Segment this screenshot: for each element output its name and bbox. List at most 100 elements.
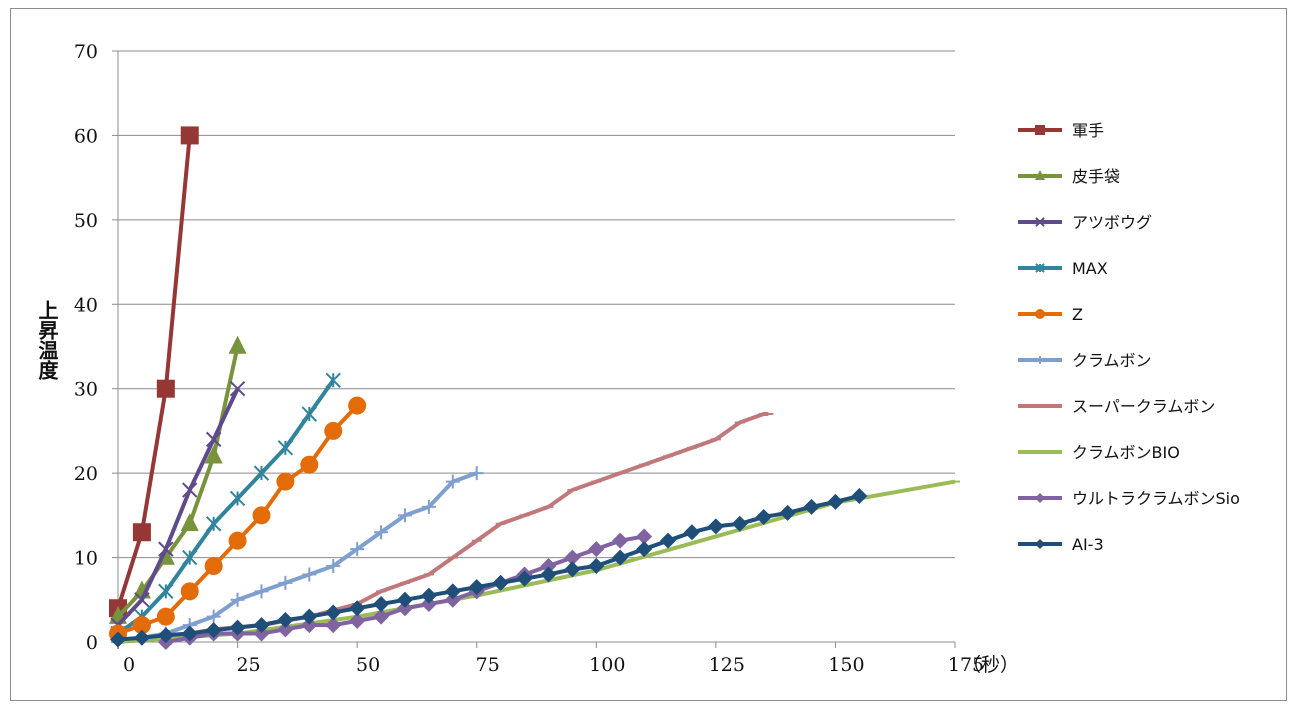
data-point — [636, 541, 653, 558]
series-line — [116, 387, 240, 627]
data-point — [564, 549, 581, 566]
data-point — [421, 499, 436, 514]
legend-label: Z — [1072, 305, 1083, 324]
data-point — [1035, 125, 1045, 135]
data-point — [228, 531, 247, 550]
x-tick-label: 50 — [356, 654, 380, 676]
legend-item: ウルトラクラムボンSio — [1018, 489, 1240, 508]
data-point — [444, 591, 461, 608]
data-point — [803, 498, 820, 515]
data-point — [301, 608, 318, 625]
x-tick-label: 150 — [828, 654, 864, 676]
data-point — [396, 591, 413, 608]
data-point — [133, 629, 150, 646]
data-point — [205, 516, 222, 532]
data-point — [468, 579, 485, 596]
data-point — [516, 570, 533, 587]
series-2 — [109, 335, 247, 624]
data-point — [110, 631, 126, 648]
legend-label: クラムボン — [1072, 351, 1152, 370]
data-point — [205, 622, 222, 639]
chart-frame — [10, 8, 1287, 701]
x-tick-label: 0 — [123, 654, 135, 676]
data-point — [350, 542, 365, 557]
data-point — [132, 523, 151, 542]
data-point — [851, 487, 868, 504]
data-point — [206, 609, 221, 624]
data-point — [636, 528, 653, 545]
series-1 — [109, 126, 199, 618]
data-point — [230, 592, 245, 607]
data-point — [564, 561, 581, 578]
data-point — [254, 584, 269, 599]
data-point — [755, 509, 772, 526]
y-axis-label: 上昇温度 — [35, 300, 59, 381]
data-point — [253, 617, 270, 634]
y-tick-label: 50 — [74, 210, 98, 232]
data-point — [660, 532, 677, 549]
data-point — [300, 455, 319, 474]
legend-label: スーパークラムボン — [1072, 397, 1215, 416]
series-10 — [110, 487, 868, 648]
x-tick-label: 75 — [476, 654, 500, 676]
data-point — [373, 608, 390, 625]
data-point — [229, 490, 246, 507]
data-point — [373, 596, 390, 613]
x-tick-label: 25 — [236, 654, 260, 676]
data-point — [276, 472, 295, 491]
data-point — [469, 466, 484, 481]
x-axis-unit-label: （秒） — [962, 654, 1019, 676]
data-point — [277, 612, 294, 629]
legend-label: 皮手袋 — [1072, 167, 1120, 186]
data-point — [302, 567, 317, 582]
data-point — [157, 627, 174, 644]
data-point — [420, 587, 437, 604]
x-tick-label: 125 — [709, 654, 745, 676]
data-point — [180, 582, 199, 601]
y-tick-label: 70 — [74, 41, 98, 63]
legend-label: 軍手 — [1072, 121, 1104, 140]
y-tick-label: 30 — [74, 379, 98, 401]
legend-label: アツボウグ — [1072, 213, 1152, 232]
data-point — [134, 592, 150, 608]
data-point — [349, 612, 366, 629]
data-point — [540, 566, 557, 583]
data-point — [588, 541, 605, 558]
data-point — [229, 619, 246, 636]
series-line — [117, 471, 478, 644]
series-line — [117, 493, 860, 642]
data-point — [397, 508, 412, 523]
data-point — [348, 396, 367, 415]
series-line — [116, 379, 335, 636]
y-tick-label: 10 — [74, 548, 98, 570]
y-tick-label: 0 — [86, 632, 98, 654]
data-point — [396, 600, 413, 617]
data-point — [158, 541, 174, 557]
data-point — [156, 379, 175, 398]
series-3 — [110, 381, 246, 633]
legend-item: クラムボン — [1018, 351, 1152, 370]
data-point — [326, 559, 341, 574]
data-point — [252, 506, 271, 525]
data-point — [374, 525, 389, 540]
legend-item: スーパークラムボン — [1018, 397, 1215, 416]
legend-item: Z — [1018, 305, 1083, 324]
data-point — [683, 524, 700, 541]
data-point — [1035, 170, 1045, 180]
data-point — [540, 558, 557, 575]
data-point — [1035, 493, 1045, 503]
legend-label: クラムボンBIO — [1072, 443, 1180, 462]
data-point — [444, 583, 461, 600]
x-tick-labels: 0 25 50 75 100 125 150 175 — [117, 642, 984, 676]
series-6 — [111, 466, 484, 649]
legend-label: AI-3 — [1072, 535, 1104, 554]
legend-item: AI-3 — [1018, 535, 1104, 554]
legend-item: アツボウグ — [1018, 213, 1152, 232]
legend-item: 皮手袋 — [1018, 167, 1120, 186]
data-point — [1035, 539, 1045, 549]
legend-item: MAX — [1018, 259, 1108, 278]
data-point — [420, 596, 437, 613]
data-point — [301, 617, 318, 634]
data-point — [779, 504, 796, 521]
